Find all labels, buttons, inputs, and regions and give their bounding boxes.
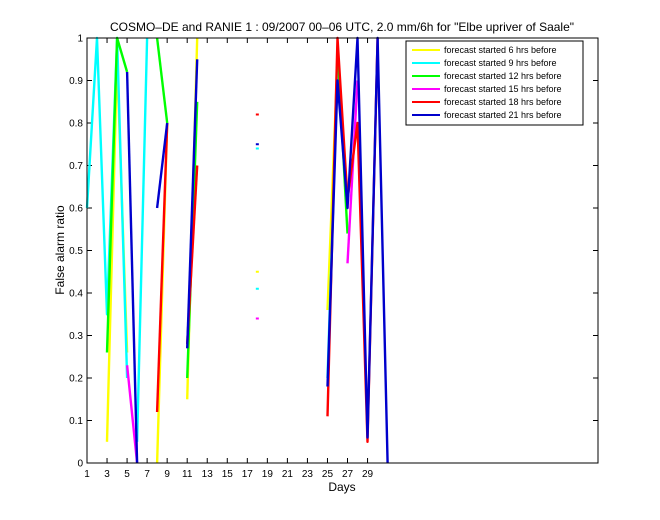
x-tick-label: 29 (362, 469, 374, 480)
y-tick-label: 0.2 (69, 374, 83, 385)
series-line (125, 71, 139, 464)
plot-frame (86, 37, 599, 464)
legend-entry: forecast started 15 hrs before (444, 84, 562, 94)
x-tick-label: 5 (124, 469, 130, 480)
x-tick-label: 15 (222, 469, 234, 480)
x-tick-label: 7 (144, 469, 150, 480)
x-tick-label: 21 (282, 469, 294, 480)
series-line (135, 37, 149, 442)
legend: forecast started 6 hrs before forecast st… (405, 40, 584, 126)
legend-entry: forecast started 18 hrs before (444, 97, 562, 107)
x-tick-labels: 1 3 5 7 9 11 13 15 17 19 21 23 25 27 29 (84, 469, 373, 480)
y-tick-label: 0.9 (69, 76, 83, 87)
legend-entry: forecast started 9 hrs before (444, 58, 557, 68)
y-tick-label: 1 (77, 34, 83, 45)
series-line (85, 36, 129, 379)
series-line (186, 59, 199, 349)
y-tick-label: 0.4 (69, 289, 83, 300)
x-tick-label: 3 (104, 469, 110, 480)
chart-title: COSMO–DE and RANIE 1 : 09/2007 00–06 UTC… (110, 20, 574, 34)
x-tick-label: 27 (342, 469, 354, 480)
legend-entry: forecast started 21 hrs before (444, 110, 562, 120)
series-layer (85, 36, 389, 464)
x-tick-label: 1 (84, 469, 90, 480)
x-tick-label: 11 (182, 469, 193, 480)
series-line (346, 80, 359, 264)
x-axis-label: Days (328, 480, 355, 494)
legend-entry: forecast started 6 hrs before (444, 45, 557, 55)
x-tick-label: 9 (164, 469, 170, 480)
y-tick-labels: 0 0.1 0.2 0.3 0.4 0.5 0.6 0.7 0.8 0.9 1 (69, 34, 83, 470)
series-line (155, 122, 169, 209)
legend-box (405, 40, 584, 126)
series-line (155, 122, 169, 413)
x-tick-label: 25 (322, 469, 334, 480)
y-tick-label: 0.5 (69, 246, 83, 257)
series-line (125, 365, 139, 464)
y-tick-label: 0.1 (69, 416, 83, 427)
y-tick-label: 0.6 (69, 204, 83, 215)
y-tick-label: 0.3 (69, 331, 83, 342)
y-tick-label: 0.7 (69, 161, 83, 172)
x-tick-label: 23 (302, 469, 314, 480)
y-tick-label: 0 (77, 459, 83, 470)
x-tick-label: 13 (202, 469, 214, 480)
y-tick-label: 0.8 (69, 119, 83, 130)
x-tick-label: 19 (262, 469, 274, 480)
series-line (155, 37, 169, 124)
y-axis-label: False alarm ratio (53, 205, 67, 295)
series-4 (125, 80, 359, 464)
x-tick-label: 17 (242, 469, 254, 480)
legend-entry: forecast started 12 hrs before (444, 71, 562, 81)
